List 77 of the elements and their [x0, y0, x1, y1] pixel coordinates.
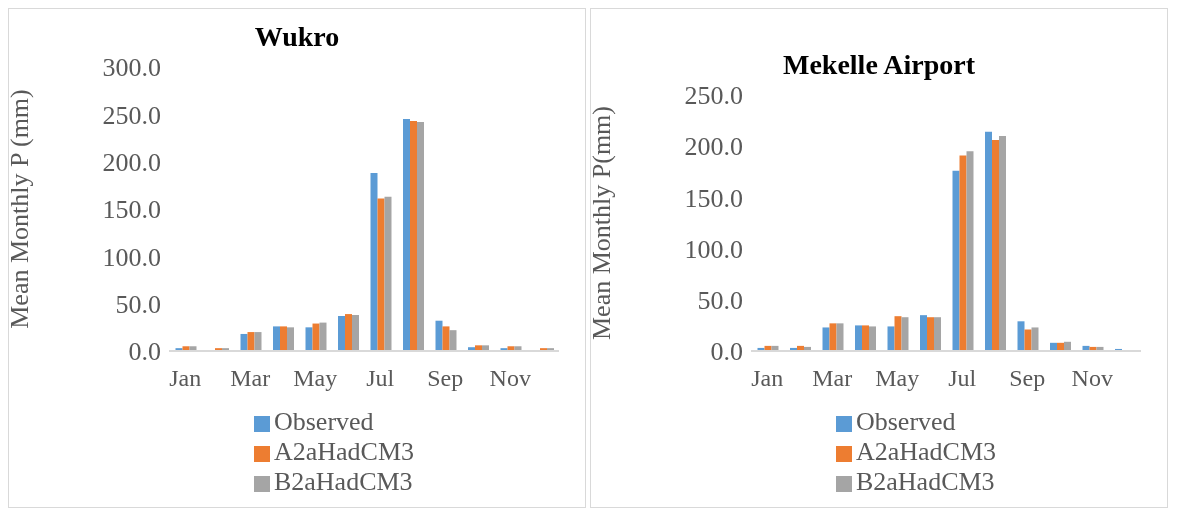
y-tick-label: 150.0 [684, 183, 743, 213]
bar [442, 326, 450, 351]
bar [1031, 327, 1039, 351]
y-tick-label: 250.0 [102, 100, 161, 130]
x-tick-label: Nov [1071, 365, 1113, 392]
bar [273, 326, 280, 351]
bar [287, 327, 294, 351]
bar [417, 121, 424, 351]
bar [985, 131, 992, 351]
y-axis-title: Mean Monthly P (mm) [5, 89, 35, 329]
y-axis-title: Mean Monthly P(mm) [587, 106, 617, 340]
x-tick-label: Mar [230, 365, 271, 392]
bar [305, 327, 313, 351]
bar [822, 327, 830, 351]
bar [887, 326, 895, 351]
bar [1017, 321, 1025, 351]
bar [959, 155, 967, 351]
bar [370, 173, 378, 351]
y-tick-label: 100.0 [684, 234, 743, 264]
bar [338, 315, 345, 351]
bar [966, 151, 974, 351]
bar [403, 119, 410, 351]
legend-label: Observed [855, 407, 956, 436]
bar [435, 320, 443, 351]
chart-title: Wukro [254, 21, 340, 52]
bar [829, 323, 837, 351]
bar [920, 315, 927, 351]
bar [240, 333, 248, 351]
bar [312, 323, 320, 351]
bar [901, 317, 909, 351]
y-tick-label: 0.0 [128, 337, 161, 367]
bar [280, 326, 287, 351]
bar [952, 170, 960, 351]
bar [862, 325, 869, 351]
bar [855, 325, 862, 351]
legend-label: B2aHadCM3 [273, 467, 413, 496]
bar [254, 332, 262, 351]
y-tick-label: 250.0 [684, 81, 743, 111]
legend-label: Observed [273, 407, 374, 436]
bar [934, 317, 941, 351]
x-tick-label: May [293, 365, 338, 392]
x-tick-label: Jul [366, 365, 395, 392]
bar [247, 332, 255, 351]
y-tick-label: 300.0 [102, 53, 161, 83]
bar [352, 315, 359, 351]
bar [319, 322, 327, 351]
legend-label: A2aHadCM3 [855, 437, 997, 466]
bar [1024, 329, 1032, 351]
y-tick-label: 100.0 [102, 242, 161, 272]
bar [992, 140, 999, 351]
bar [869, 326, 876, 351]
y-tick-label: 150.0 [102, 195, 161, 225]
x-tick-label: Sep [427, 365, 464, 392]
bar [345, 314, 352, 351]
bar [384, 196, 392, 351]
y-tick-label: 200.0 [102, 147, 161, 177]
bar [999, 135, 1006, 351]
x-tick-label: Mar [812, 365, 853, 392]
x-tick-label: May [875, 365, 920, 392]
chart-title: Mekelle Airport [782, 49, 976, 80]
bar [410, 120, 417, 351]
y-tick-label: 0.0 [710, 337, 743, 367]
x-tick-label: Sep [1009, 365, 1046, 392]
bar [894, 316, 902, 351]
x-tick-label: Jan [169, 365, 202, 392]
y-tick-label: 200.0 [684, 132, 743, 162]
bar [377, 198, 385, 351]
x-tick-label: Jul [948, 365, 977, 392]
legend-label: A2aHadCM3 [273, 437, 415, 466]
bar [449, 330, 457, 351]
y-tick-label: 50.0 [115, 289, 161, 319]
y-tick-label: 50.0 [697, 286, 743, 316]
bar [927, 317, 934, 351]
bar [836, 323, 844, 351]
legend-label: B2aHadCM3 [855, 467, 995, 496]
x-tick-label: Jan [751, 365, 784, 392]
x-tick-label: Nov [489, 365, 531, 392]
